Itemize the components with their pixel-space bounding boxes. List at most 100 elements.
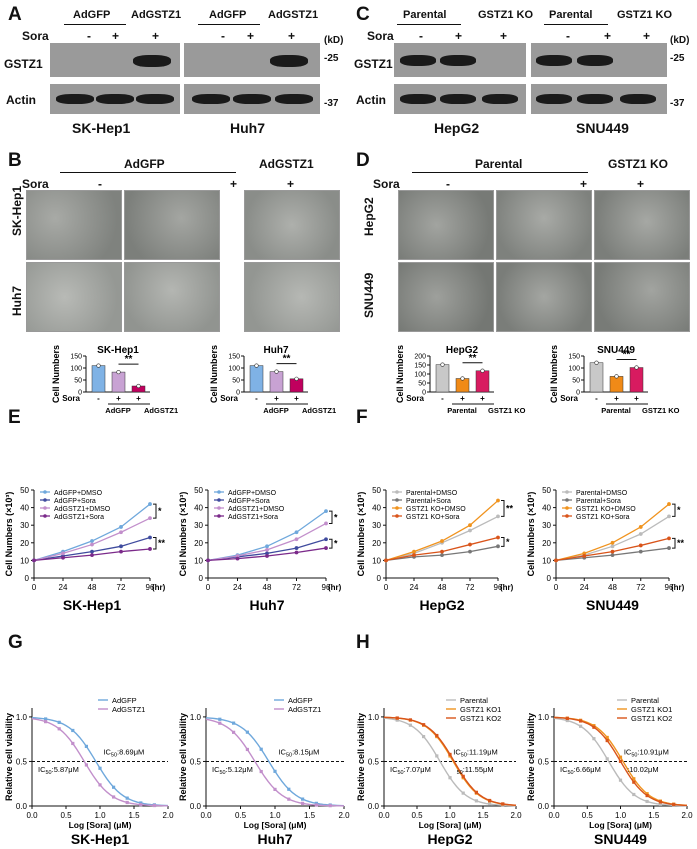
- bar-chart-hepg2: HepG2 0 50 100 150 200 Cell Numbers - + + Sora ** Pa…: [395, 345, 526, 415]
- data-point: [412, 553, 416, 558]
- data-point: [468, 523, 472, 528]
- x-tick-label: 96: [322, 583, 331, 592]
- x-tick-label: 2.0: [510, 811, 522, 820]
- bar: [111, 371, 126, 393]
- data-point: [265, 547, 269, 552]
- data-point: [468, 542, 472, 547]
- x-unit: (hr): [500, 583, 514, 592]
- data-point: [501, 802, 505, 806]
- data-point: [119, 530, 123, 535]
- legend-label: GSTZ1 KO+DMSO: [576, 506, 636, 513]
- data-point: [324, 537, 328, 542]
- x-tick-label: 0.5: [582, 811, 594, 820]
- data-point: [592, 737, 596, 741]
- panel-label-d: D: [356, 150, 370, 171]
- y-tick-label: 50: [372, 486, 381, 495]
- x-tick-label: 1.0: [615, 811, 627, 820]
- data-point: [594, 360, 599, 365]
- group-label: Parental: [601, 406, 631, 415]
- growth-chart-huh7: 0 10 20 30 40 50 0 24 48 72 96(hr) Cell Numbers (×1…: [178, 486, 342, 613]
- y-tick-label: 1.0: [368, 713, 380, 722]
- chart-title: SK-Hep1: [71, 831, 130, 846]
- x-tick-label: 1.5: [304, 811, 316, 820]
- legend-label: AdGFP+DMSO: [228, 490, 277, 497]
- micrograph: [496, 262, 592, 332]
- data-point: [119, 544, 123, 549]
- sora-mark: +: [614, 394, 619, 403]
- sora-mark: +: [287, 177, 295, 191]
- chart-title: HepG2: [427, 831, 472, 846]
- data-point: [579, 719, 583, 723]
- data-point: [422, 734, 426, 739]
- sora-mark: +: [230, 177, 238, 191]
- bar: [475, 370, 490, 393]
- data-point: [84, 763, 88, 767]
- kd-label: (kD): [670, 35, 690, 46]
- sig-mark: **: [283, 354, 291, 365]
- data-point: [287, 797, 291, 801]
- micrograph: [398, 190, 494, 260]
- bar: [629, 367, 644, 393]
- ic50-label: 50:11.55μM: [457, 765, 494, 776]
- y-axis-label: Cell Numbers (×10³): [4, 492, 14, 577]
- dose-curve: [205, 718, 345, 807]
- ic50-label: IC50:10.91μM: [624, 747, 669, 758]
- data-point: [468, 528, 472, 533]
- x-tick-label: 1.0: [269, 811, 281, 820]
- legend-marker: [217, 498, 221, 502]
- data-point: [125, 796, 129, 800]
- panel-label-g: G: [8, 632, 23, 653]
- y-tick-label: 0: [422, 390, 426, 397]
- data-point: [96, 363, 101, 368]
- legend-label: Parental+Sora: [576, 498, 621, 505]
- data-point: [408, 718, 412, 722]
- x-tick-label: 2.0: [681, 811, 693, 820]
- data-point: [480, 368, 485, 373]
- legend-label: GSTZ1 KO2: [631, 714, 672, 723]
- micrograph: [398, 262, 494, 332]
- data-point: [395, 716, 399, 720]
- sora-mark: +: [643, 29, 651, 43]
- y-tick-label: 50: [194, 486, 203, 495]
- bar: [609, 376, 624, 393]
- sora-mark: +: [274, 394, 279, 403]
- group-label: GSTZ1 KO: [617, 9, 673, 21]
- legend-marker: [43, 506, 47, 510]
- sora-mark: +: [288, 29, 296, 43]
- bar: [435, 364, 450, 393]
- y-tick-label: 40: [542, 504, 551, 513]
- micrograph: [124, 262, 220, 332]
- blot-row-label: GSTZ1: [354, 57, 393, 71]
- y-tick-label: 50: [572, 378, 580, 385]
- group-label: AdGFP: [263, 406, 288, 415]
- data-point: [605, 735, 609, 740]
- x-tick-label: 1.5: [648, 811, 660, 820]
- data-point: [638, 549, 643, 554]
- micrograph: [26, 262, 122, 332]
- y-tick-label: 20: [542, 539, 551, 548]
- data-point: [152, 803, 156, 808]
- y-tick-label: 1.0: [16, 713, 28, 722]
- data-point: [32, 558, 36, 563]
- y-tick-label: 10: [542, 556, 551, 565]
- legend-label: GSTZ1 KO1: [460, 705, 501, 714]
- x-tick-label: 0: [554, 583, 559, 592]
- row-label: Huh7: [10, 286, 24, 316]
- data-point: [461, 791, 465, 795]
- y-tick-label: 150: [414, 363, 426, 370]
- chart-title: Huh7: [250, 597, 285, 613]
- chart-title: Huh7: [258, 831, 293, 846]
- ic50-label: IC50:8.69μM: [103, 747, 144, 758]
- data-point: [61, 551, 65, 556]
- group-label: Parental: [475, 157, 523, 171]
- y-tick-label: 0: [199, 574, 204, 583]
- legend-label: AdGSTZ1+Sora: [228, 514, 278, 521]
- y-tick-label: 20: [194, 539, 203, 548]
- blot-row-label: GSTZ1: [4, 57, 43, 71]
- data-point: [57, 727, 61, 731]
- cell-line-label: Huh7: [230, 120, 265, 136]
- y-axis-label: Relative cell viability: [4, 713, 14, 801]
- y-axis-label: Cell Numbers (×10³): [356, 492, 366, 577]
- data-point: [667, 514, 671, 519]
- data-point: [408, 723, 412, 727]
